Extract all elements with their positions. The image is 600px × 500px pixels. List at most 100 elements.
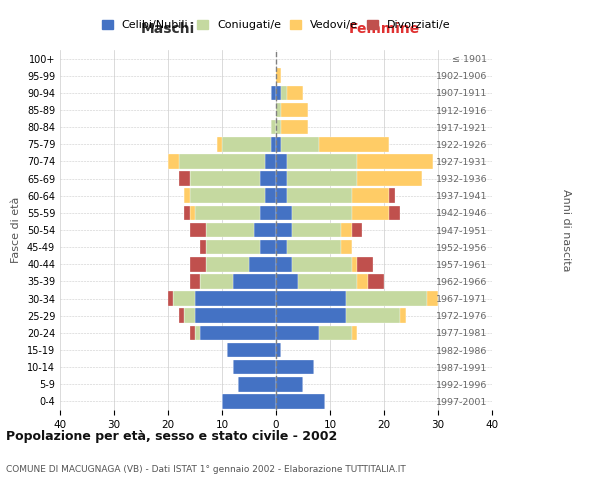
Bar (292, 257, 352, 272)
Bar (184, 206, 190, 220)
Bar (271, 86, 276, 100)
Bar (195, 308, 276, 323)
Bar (427, 292, 438, 306)
Y-axis label: Anni di nascita: Anni di nascita (562, 188, 571, 271)
Bar (227, 342, 276, 357)
Bar (281, 120, 308, 134)
Bar (287, 240, 341, 254)
Bar (265, 188, 276, 203)
Bar (168, 154, 179, 168)
Bar (357, 274, 368, 288)
Bar (271, 120, 276, 134)
Bar (276, 102, 281, 118)
Bar (179, 154, 265, 168)
Bar (254, 222, 276, 238)
Bar (190, 222, 206, 238)
Bar (352, 257, 357, 272)
Bar (276, 137, 281, 152)
Bar (190, 206, 195, 220)
Bar (368, 274, 384, 288)
Bar (276, 222, 292, 238)
Bar (206, 240, 260, 254)
Bar (260, 240, 276, 254)
Bar (276, 326, 319, 340)
Bar (276, 86, 281, 100)
Bar (206, 222, 254, 238)
Bar (233, 360, 276, 374)
Bar (389, 188, 395, 203)
Bar (190, 172, 260, 186)
Bar (276, 292, 346, 306)
Bar (287, 86, 303, 100)
Bar (200, 274, 233, 288)
Text: COMUNE DI MACUGNAGA (VB) - Dati ISTAT 1° gennaio 2002 - Elaborazione TUTTITALIA.: COMUNE DI MACUGNAGA (VB) - Dati ISTAT 1°… (6, 465, 406, 474)
Bar (276, 308, 346, 323)
Bar (346, 292, 427, 306)
Bar (260, 206, 276, 220)
Y-axis label: Fasce di età: Fasce di età (11, 197, 21, 263)
Bar (276, 240, 287, 254)
Bar (281, 86, 287, 100)
Text: Maschi: Maschi (141, 22, 195, 36)
Bar (352, 222, 362, 238)
Bar (276, 360, 314, 374)
Bar (206, 257, 249, 272)
Bar (233, 274, 276, 288)
Bar (179, 308, 184, 323)
Bar (200, 240, 206, 254)
Bar (287, 188, 352, 203)
Bar (217, 137, 222, 152)
Bar (276, 154, 287, 168)
Bar (281, 102, 308, 118)
Bar (276, 257, 292, 272)
Bar (400, 308, 406, 323)
Bar (200, 326, 276, 340)
Bar (276, 68, 281, 83)
Bar (357, 172, 422, 186)
Bar (292, 206, 352, 220)
Bar (190, 188, 265, 203)
Bar (265, 154, 276, 168)
Bar (190, 326, 195, 340)
Bar (319, 326, 352, 340)
Bar (195, 326, 200, 340)
Bar (222, 137, 271, 152)
Text: Femmine: Femmine (349, 22, 419, 36)
Bar (179, 172, 190, 186)
Bar (346, 308, 400, 323)
Bar (276, 188, 287, 203)
Bar (195, 206, 260, 220)
Bar (260, 172, 276, 186)
Bar (184, 188, 190, 203)
Bar (341, 222, 352, 238)
Bar (276, 120, 281, 134)
Bar (319, 137, 389, 152)
Bar (352, 188, 389, 203)
Bar (190, 257, 206, 272)
Bar (287, 154, 357, 168)
Bar (276, 206, 292, 220)
Bar (276, 172, 287, 186)
Legend: Celibi/Nubili, Coniugati/e, Vedovi/e, Divorziati/e: Celibi/Nubili, Coniugati/e, Vedovi/e, Di… (97, 16, 455, 35)
Bar (389, 206, 400, 220)
Bar (222, 394, 276, 408)
Bar (168, 292, 173, 306)
Bar (276, 394, 325, 408)
Bar (341, 240, 352, 254)
Bar (184, 308, 195, 323)
Bar (173, 292, 195, 306)
Bar (357, 154, 433, 168)
Bar (276, 342, 281, 357)
Bar (281, 137, 319, 152)
Bar (352, 326, 357, 340)
Bar (287, 172, 357, 186)
Bar (357, 257, 373, 272)
Bar (249, 257, 276, 272)
Bar (190, 274, 200, 288)
Text: Popolazione per età, sesso e stato civile - 2002: Popolazione per età, sesso e stato civil… (6, 430, 337, 443)
Bar (292, 222, 341, 238)
Bar (271, 137, 276, 152)
Bar (352, 206, 389, 220)
Bar (298, 274, 357, 288)
Bar (276, 377, 303, 392)
